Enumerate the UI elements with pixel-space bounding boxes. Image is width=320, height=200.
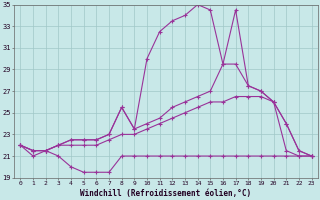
X-axis label: Windchill (Refroidissement éolien,°C): Windchill (Refroidissement éolien,°C) bbox=[80, 189, 252, 198]
